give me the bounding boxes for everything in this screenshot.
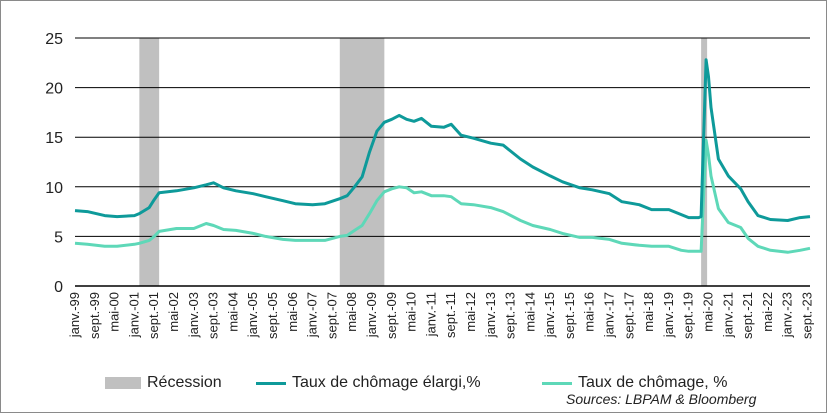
legend-item-broad-rate: Taux de chômage élargi,% <box>256 374 481 392</box>
x-tick-label: mai-14 <box>522 292 537 332</box>
x-tick-label: sept.-09 <box>384 292 399 339</box>
legend-swatch-rate <box>542 381 572 385</box>
x-tick-label: mai-12 <box>463 292 478 332</box>
x-tick-label: janv.-03 <box>186 292 201 338</box>
grid-lines <box>75 37 810 287</box>
x-axis-labels: janv.-99 sept.-99 mai-00 janv.-01 sept.-01 ma… <box>67 292 815 339</box>
x-tick-label: janv.-21 <box>720 292 735 338</box>
source-note: Sources: LBPAM & Bloomberg <box>566 391 757 407</box>
x-tick-label: mai-04 <box>225 292 240 332</box>
x-tick-label: sept.-07 <box>324 292 339 339</box>
legend-item-rate: Taux de chômage, % <box>542 374 727 392</box>
x-tick-label: sept.-23 <box>800 292 815 339</box>
x-tick-label: sept.-15 <box>562 292 577 339</box>
x-tick-label: janv.-05 <box>245 292 260 338</box>
x-tick-label: janv.-99 <box>67 292 82 338</box>
x-tick-label: sept.-11 <box>443 292 458 338</box>
x-tick-label: janv.-15 <box>542 292 557 338</box>
legend-label-rate: Taux de chômage, % <box>578 374 728 391</box>
x-tick-label: sept.-05 <box>265 292 280 339</box>
series-line-1 <box>74 58 811 222</box>
x-tick-label: mai-08 <box>344 292 359 332</box>
y-tick-label: 20 <box>45 81 63 98</box>
x-tick-label: janv.-19 <box>661 292 676 338</box>
legend-label-broad-rate: Taux de chômage élargi,% <box>292 374 481 391</box>
y-tick-label: 15 <box>45 130 63 147</box>
series-line-2 <box>74 138 811 254</box>
x-tick-label: mai-18 <box>641 292 656 332</box>
y-tick-label: 0 <box>54 279 63 296</box>
x-tick-label: sept.-21 <box>740 292 755 339</box>
x-tick-label: janv.-01 <box>126 292 141 338</box>
recession-band-1 <box>139 38 160 286</box>
x-tick-label: janv.-11 <box>423 292 438 337</box>
x-tick-label: janv.-23 <box>780 292 795 338</box>
x-tick-label: mai-16 <box>582 292 597 332</box>
y-tick-label: 10 <box>45 180 63 197</box>
legend-label-recession: Récession <box>147 374 222 391</box>
y-axis-labels: 0 5 10 15 20 25 <box>45 31 63 296</box>
x-tick-label: janv.-09 <box>364 292 379 338</box>
legend-item-recession: Récession <box>105 374 222 392</box>
x-tick-label: mai-02 <box>166 292 181 332</box>
legend-swatch-recession <box>105 377 141 389</box>
recession-band-2 <box>339 38 385 286</box>
x-tick-label: janv.-07 <box>305 292 320 338</box>
recession-bands <box>139 38 708 286</box>
legend: Récession Taux de chômage élargi,% Taux … <box>0 374 829 396</box>
series-lines <box>74 58 811 254</box>
x-tick-label: mai-20 <box>701 292 716 332</box>
x-tick-label: sept.-19 <box>681 292 696 339</box>
x-tick-label: mai-10 <box>404 292 419 332</box>
legend-swatch-broad-rate <box>256 381 286 385</box>
x-tick-label: sept.-01 <box>146 292 161 339</box>
x-tick-label: mai-00 <box>107 292 122 332</box>
x-tick-label: janv.-13 <box>483 292 498 338</box>
x-tick-label: sept.-03 <box>206 292 221 339</box>
x-tick-label: mai-06 <box>285 292 300 332</box>
x-tick-label: janv.-17 <box>602 292 617 338</box>
y-tick-label: 5 <box>54 229 63 246</box>
x-tick-label: sept.-99 <box>87 292 102 339</box>
x-tick-label: sept.-17 <box>621 292 636 339</box>
x-tick-label: mai-22 <box>760 292 775 332</box>
x-tick-label: sept.-13 <box>503 292 518 339</box>
y-tick-label: 25 <box>45 31 63 48</box>
